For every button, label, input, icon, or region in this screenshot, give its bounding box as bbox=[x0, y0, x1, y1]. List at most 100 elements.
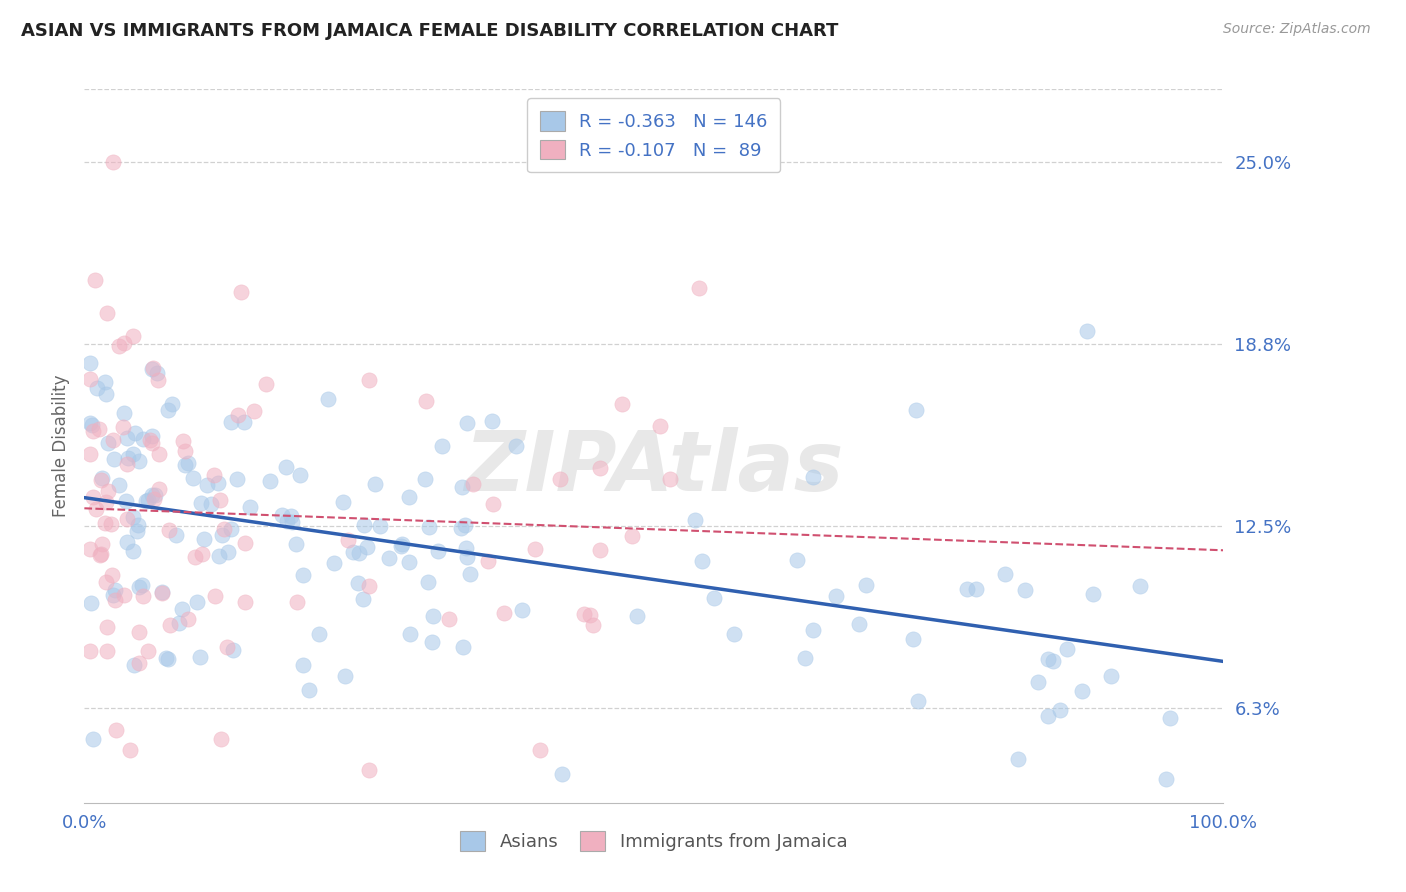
Point bbox=[101, 588, 124, 602]
Point bbox=[612, 397, 634, 411]
Point bbox=[141, 361, 163, 376]
Point bbox=[794, 650, 817, 665]
Point bbox=[276, 460, 298, 475]
Point bbox=[825, 590, 848, 604]
Point bbox=[231, 285, 253, 300]
Point bbox=[111, 420, 134, 434]
Point bbox=[177, 611, 200, 625]
Point bbox=[399, 627, 422, 641]
Point bbox=[356, 541, 378, 555]
Point bbox=[104, 593, 127, 607]
Point bbox=[1099, 669, 1122, 683]
Point bbox=[548, 472, 571, 486]
Point bbox=[150, 585, 173, 599]
Point bbox=[124, 425, 146, 440]
Point bbox=[426, 544, 449, 558]
Point bbox=[801, 469, 824, 483]
Point bbox=[904, 402, 927, 417]
Point bbox=[217, 545, 239, 559]
Point bbox=[398, 555, 420, 569]
Point bbox=[107, 339, 129, 353]
Point bbox=[117, 512, 139, 526]
Point bbox=[1071, 683, 1094, 698]
Point bbox=[193, 533, 215, 547]
Point bbox=[117, 450, 139, 465]
Point bbox=[148, 374, 170, 388]
Point bbox=[190, 496, 212, 510]
Point bbox=[89, 548, 111, 562]
Point bbox=[357, 579, 380, 593]
Point bbox=[551, 766, 574, 780]
Point bbox=[115, 458, 138, 472]
Point bbox=[280, 508, 302, 523]
Point bbox=[217, 640, 239, 654]
Point bbox=[416, 575, 439, 590]
Point bbox=[291, 658, 314, 673]
Legend: Asians, Immigrants from Jamaica: Asians, Immigrants from Jamaica bbox=[453, 823, 855, 858]
Point bbox=[197, 478, 219, 492]
Point bbox=[122, 328, 145, 343]
Point bbox=[122, 544, 145, 558]
Point bbox=[101, 568, 124, 582]
Point bbox=[148, 447, 170, 461]
Point bbox=[579, 608, 602, 623]
Point bbox=[97, 436, 120, 450]
Point bbox=[91, 471, 114, 485]
Point bbox=[132, 589, 155, 603]
Point bbox=[481, 414, 503, 428]
Point bbox=[1049, 703, 1071, 717]
Point bbox=[420, 635, 443, 649]
Point bbox=[96, 306, 118, 320]
Point bbox=[621, 528, 644, 542]
Point bbox=[94, 494, 117, 508]
Point bbox=[209, 492, 232, 507]
Point bbox=[232, 415, 254, 429]
Point bbox=[112, 335, 135, 350]
Point bbox=[482, 497, 505, 511]
Point bbox=[115, 535, 138, 549]
Point bbox=[658, 471, 681, 485]
Point bbox=[132, 432, 155, 446]
Point bbox=[270, 508, 292, 523]
Point bbox=[451, 480, 474, 494]
Point bbox=[128, 657, 150, 671]
Point bbox=[398, 491, 420, 505]
Point bbox=[346, 576, 368, 591]
Point bbox=[209, 731, 232, 746]
Point bbox=[723, 626, 745, 640]
Point bbox=[156, 403, 179, 417]
Point bbox=[177, 456, 200, 470]
Point bbox=[1042, 654, 1064, 668]
Point bbox=[84, 501, 107, 516]
Point bbox=[212, 522, 235, 536]
Point bbox=[115, 494, 138, 508]
Point bbox=[494, 606, 516, 620]
Point bbox=[83, 273, 105, 287]
Point bbox=[94, 574, 117, 589]
Point bbox=[233, 535, 256, 549]
Point bbox=[202, 467, 225, 482]
Point bbox=[418, 520, 440, 534]
Point bbox=[181, 471, 204, 485]
Point bbox=[1026, 675, 1049, 690]
Point bbox=[128, 624, 150, 639]
Point bbox=[204, 589, 226, 603]
Point bbox=[703, 591, 725, 605]
Point bbox=[79, 447, 101, 461]
Point bbox=[188, 650, 211, 665]
Point bbox=[1036, 652, 1059, 666]
Point bbox=[82, 424, 104, 438]
Point bbox=[122, 447, 145, 461]
Point bbox=[235, 595, 257, 609]
Point bbox=[1156, 772, 1178, 787]
Point bbox=[219, 522, 242, 536]
Point bbox=[368, 518, 391, 533]
Text: ASIAN VS IMMIGRANTS FROM JAMAICA FEMALE DISABILITY CORRELATION CHART: ASIAN VS IMMIGRANTS FROM JAMAICA FEMALE … bbox=[21, 22, 838, 40]
Point bbox=[1014, 582, 1036, 597]
Point bbox=[574, 607, 596, 621]
Point bbox=[357, 764, 380, 778]
Point bbox=[208, 549, 231, 564]
Point bbox=[141, 436, 163, 450]
Point bbox=[450, 521, 472, 535]
Point bbox=[276, 514, 298, 528]
